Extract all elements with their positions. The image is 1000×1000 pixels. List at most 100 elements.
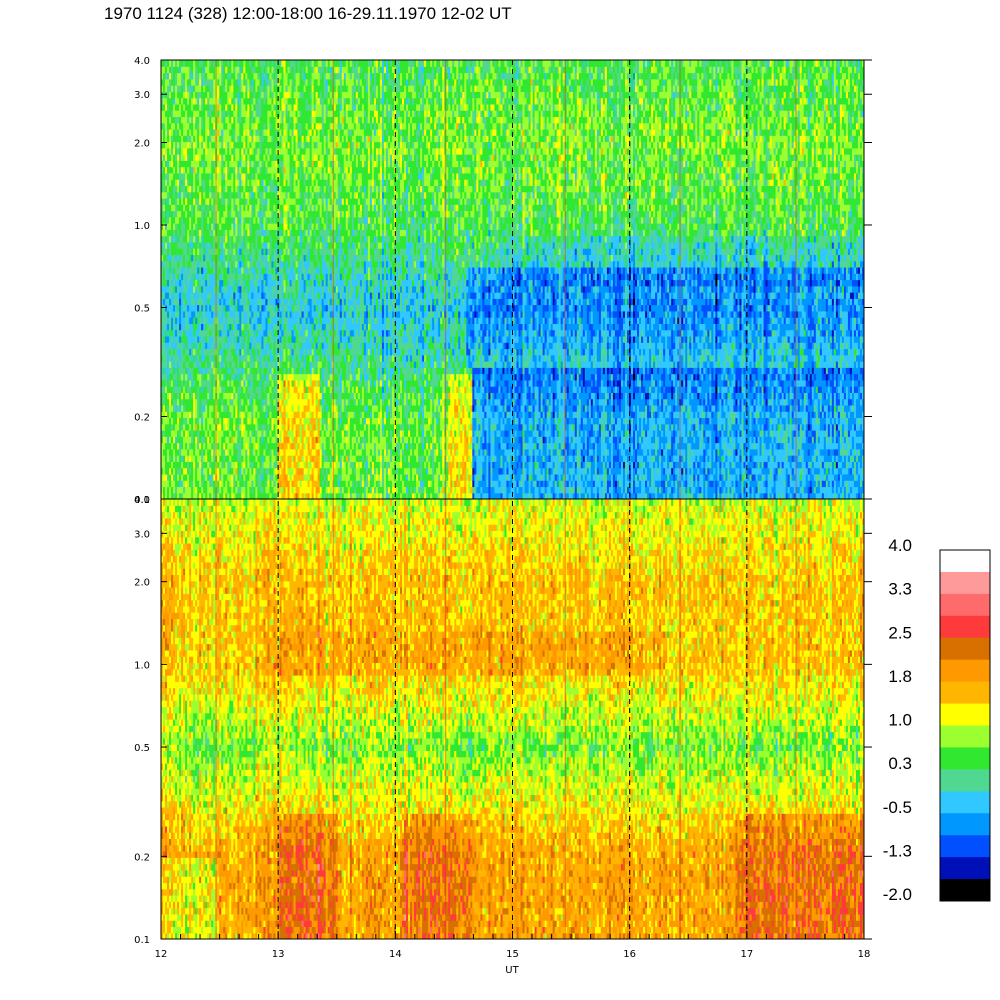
heatmap-cell	[167, 266, 170, 281]
heatmap-cell	[161, 467, 164, 475]
heatmap-cell	[183, 386, 186, 393]
heatmap-cell	[199, 486, 202, 494]
heatmap-cell	[291, 367, 295, 375]
heatmap-cell	[237, 480, 240, 488]
heatmap-cell	[265, 273, 269, 287]
heatmap-cell	[263, 423, 267, 431]
heatmap-cell	[261, 486, 265, 494]
heatmap-cell	[233, 335, 236, 343]
heatmap-cell	[263, 266, 267, 274]
heatmap-cell	[201, 386, 204, 393]
heatmap-cell	[167, 442, 170, 450]
heatmap-cell	[221, 122, 224, 130]
heatmap-cell	[217, 97, 220, 105]
heatmap-cell	[237, 103, 240, 118]
heatmap-cell	[273, 60, 277, 67]
heatmap-cell	[289, 292, 293, 312]
heatmap-cell	[199, 455, 202, 462]
heatmap-cell	[183, 241, 186, 256]
heatmap-cell	[197, 480, 200, 499]
heatmap-cell	[165, 229, 168, 237]
heatmap-cell	[183, 60, 186, 67]
heatmap-cell	[281, 66, 285, 99]
heatmap-cell	[265, 166, 269, 174]
heatmap-cell	[267, 335, 271, 343]
heatmap-cell	[229, 185, 232, 193]
heatmap-cell	[239, 66, 242, 74]
heatmap-cell	[267, 310, 271, 318]
heatmap-cell	[193, 103, 196, 111]
heatmap-cell	[249, 354, 252, 381]
heatmap-cell	[245, 179, 248, 193]
heatmap-cell	[229, 216, 232, 230]
heatmap-cell	[285, 248, 289, 256]
heatmap-cell	[179, 235, 182, 249]
heatmap-cell	[229, 317, 232, 324]
heatmap-cell	[229, 361, 232, 368]
heatmap-cell	[223, 492, 226, 499]
heatmap-cell	[167, 260, 170, 268]
heatmap-cell	[229, 229, 232, 237]
heatmap-cell	[243, 367, 246, 375]
heatmap-cell	[223, 241, 226, 249]
heatmap-cell	[209, 367, 212, 393]
heatmap-cell	[197, 354, 200, 362]
heatmap-cell	[165, 160, 168, 168]
heatmap-cell	[189, 97, 192, 118]
heatmap-cell	[259, 310, 263, 324]
heatmap-cell	[165, 235, 168, 243]
heatmap-cell	[173, 386, 176, 393]
heatmap-cell	[281, 285, 285, 299]
heatmap-cell	[237, 423, 240, 437]
heatmap-cell	[207, 103, 210, 111]
heatmap-cell	[163, 197, 166, 205]
heatmap-cell	[273, 154, 277, 161]
heatmap-cell	[273, 455, 277, 462]
heatmap-cell	[165, 436, 168, 444]
heatmap-cell	[289, 430, 293, 437]
heatmap-cell	[229, 367, 232, 375]
heatmap-cell	[231, 436, 234, 444]
heatmap-cell	[233, 147, 236, 155]
heatmap-cell	[271, 103, 275, 111]
heatmap-cell	[255, 442, 259, 450]
heatmap-cell	[231, 392, 234, 400]
heatmap-cell	[199, 335, 202, 343]
heatmap-cell	[257, 386, 261, 400]
heatmap-cell	[199, 85, 202, 92]
heatmap-cell	[251, 317, 254, 324]
heatmap-cell	[179, 298, 182, 306]
heatmap-cell	[165, 279, 168, 287]
heatmap-cell	[249, 235, 252, 256]
heatmap-cell	[201, 411, 204, 419]
heatmap-cell	[185, 379, 188, 387]
heatmap-cell	[231, 223, 234, 237]
heatmap-cell	[245, 335, 248, 350]
heatmap-cell	[203, 442, 206, 450]
heatmap-cell	[249, 191, 252, 199]
heatmap-cell	[203, 285, 206, 293]
heatmap-cell	[187, 147, 190, 155]
heatmap-cell	[169, 473, 172, 488]
heatmap-cell	[291, 135, 295, 155]
heatmap-cell	[171, 210, 174, 237]
heatmap-cell	[235, 404, 238, 419]
heatmap-cell	[163, 204, 166, 212]
heatmap-cell	[217, 60, 220, 67]
heatmap-cell	[217, 442, 220, 450]
heatmap-cell	[183, 436, 186, 456]
heatmap-cell	[205, 317, 208, 324]
heatmap-cell	[241, 91, 244, 99]
heatmap-cell	[199, 373, 202, 387]
heatmap-cell	[261, 185, 265, 193]
heatmap-cell	[201, 72, 204, 80]
heatmap-cell	[261, 97, 265, 130]
heatmap-cell	[247, 411, 250, 419]
heatmap-cell	[263, 361, 267, 368]
heatmap-cell	[213, 223, 216, 230]
heatmap-cell	[275, 154, 279, 161]
heatmap-cell	[177, 241, 180, 249]
heatmap-cell	[183, 110, 186, 118]
heatmap-cell	[287, 436, 291, 444]
